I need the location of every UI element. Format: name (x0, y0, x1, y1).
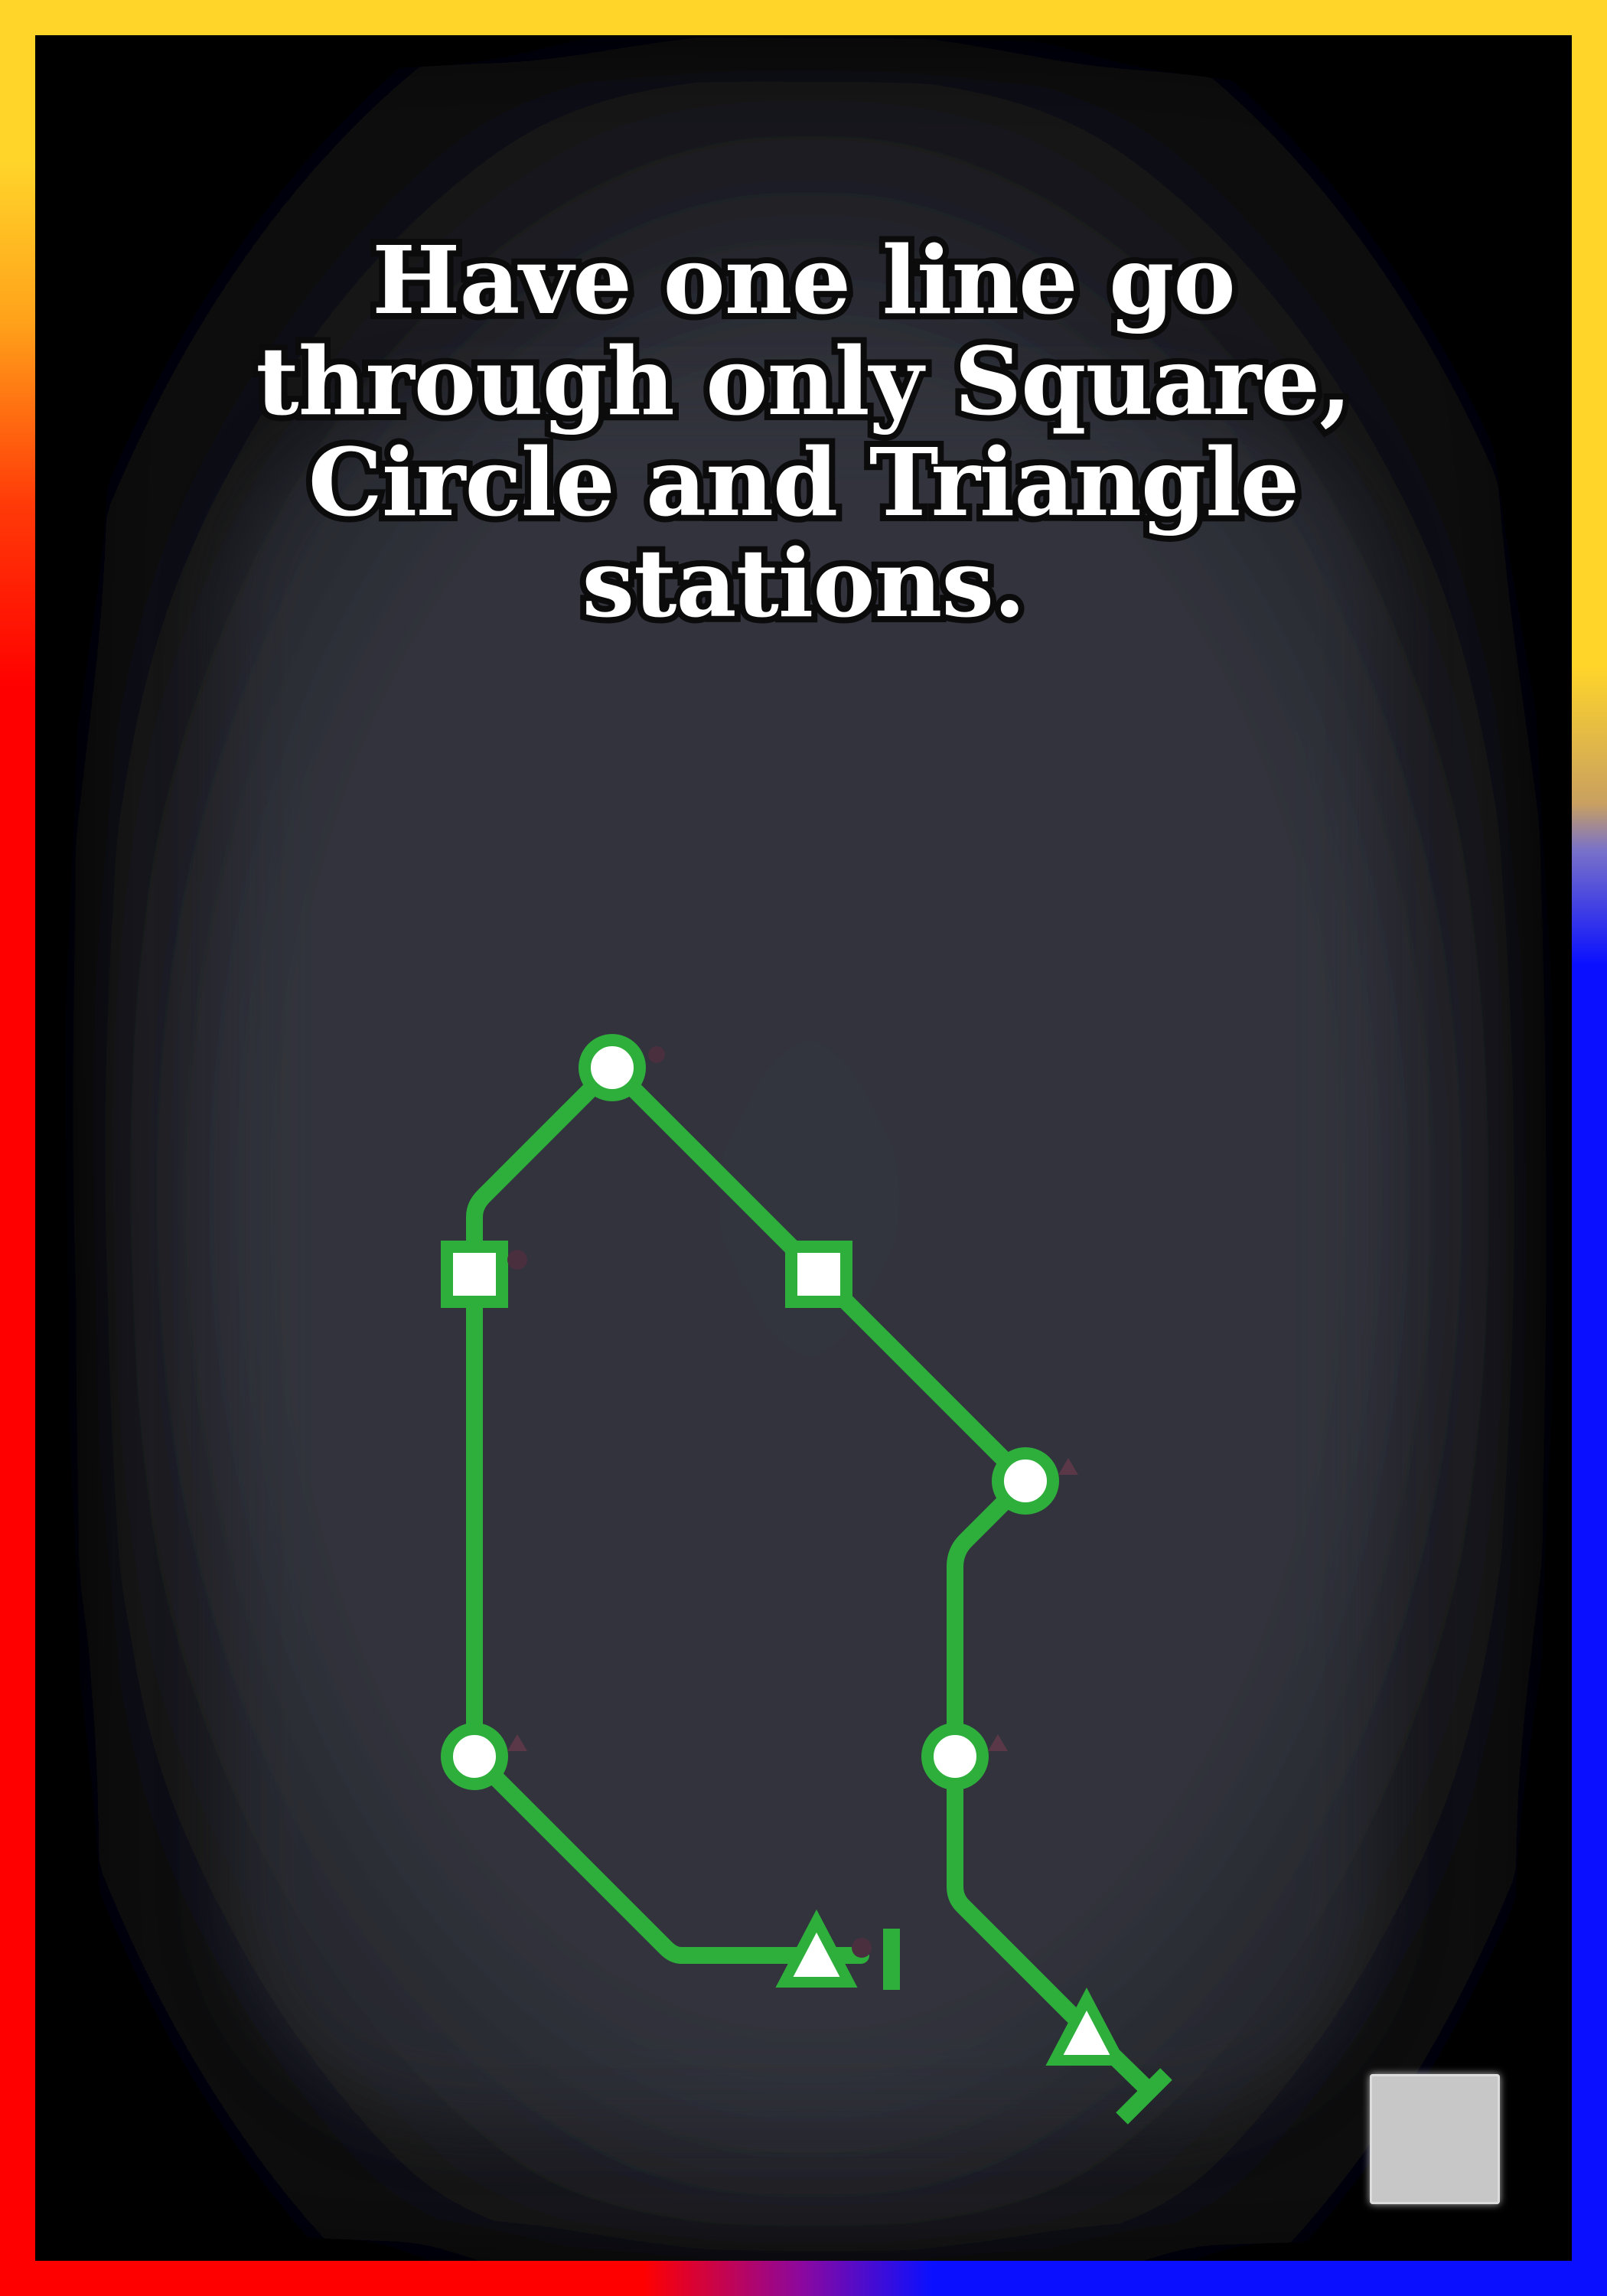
circle-station-icon[interactable] (579, 1034, 646, 1101)
triangle-passenger-icon (988, 1734, 1008, 1751)
square-station-icon[interactable] (785, 1241, 852, 1308)
triangle-station-icon[interactable] (775, 1909, 858, 1988)
objective-line-3: Circle and Triangle (302, 426, 1306, 539)
triangle-passenger-icon (1058, 1458, 1078, 1475)
line-end-icon[interactable] (883, 1929, 900, 1990)
metro-line-route-left[interactable] (466, 1059, 869, 1964)
circle-station-icon[interactable] (992, 1447, 1059, 1515)
line-end-icon[interactable] (1116, 2068, 1172, 2125)
circle-passenger-icon (648, 1046, 665, 1063)
square-station-icon[interactable] (441, 1241, 508, 1308)
objective-line-2: through only Square, (249, 325, 1358, 438)
objective-line-1: Have one line go (366, 223, 1242, 337)
objective-text: Have one line go through only Square, Ci… (77, 223, 1530, 640)
square-action-button[interactable] (1370, 2074, 1500, 2204)
circle-passenger-icon (852, 1938, 872, 1958)
triangle-passenger-icon (507, 1734, 527, 1751)
triangle-station-icon[interactable] (1045, 1987, 1128, 2066)
objective-line-4: stations. (575, 527, 1032, 640)
circle-station-icon[interactable] (921, 1723, 989, 1790)
circle-passenger-icon (507, 1250, 527, 1270)
circle-station-icon[interactable] (441, 1723, 508, 1790)
metro-line-route-right[interactable] (604, 1059, 1156, 2098)
